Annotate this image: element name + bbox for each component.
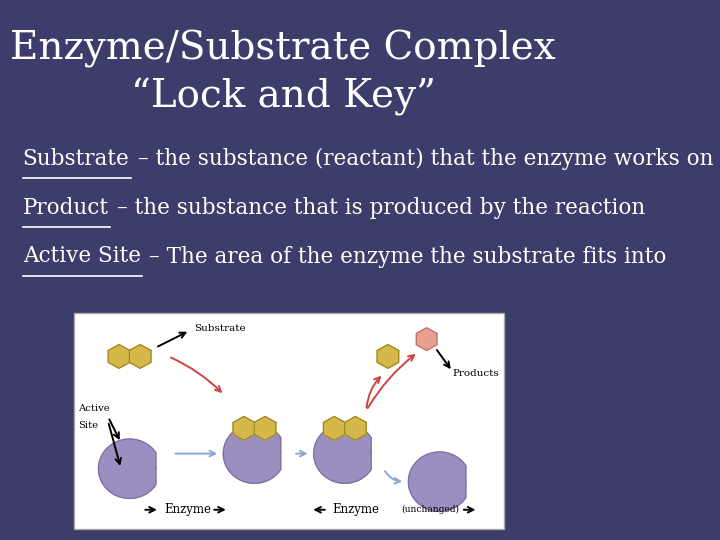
Text: “Lock and Key”: “Lock and Key” xyxy=(131,78,436,116)
Polygon shape xyxy=(345,416,366,440)
Polygon shape xyxy=(223,424,281,483)
Text: – The area of the enzyme the substrate fits into: – The area of the enzyme the substrate f… xyxy=(143,246,667,267)
Polygon shape xyxy=(314,424,371,483)
Text: Product: Product xyxy=(22,197,109,219)
Text: Substrate: Substrate xyxy=(22,148,130,170)
FancyBboxPatch shape xyxy=(73,313,504,529)
Polygon shape xyxy=(130,345,151,368)
Polygon shape xyxy=(377,345,399,368)
Polygon shape xyxy=(408,452,466,511)
Text: Enzyme/Substrate Complex: Enzyme/Substrate Complex xyxy=(10,30,556,68)
Polygon shape xyxy=(99,439,156,498)
Polygon shape xyxy=(323,416,345,440)
Text: – the substance (reactant) that the enzyme works on: – the substance (reactant) that the enzy… xyxy=(131,148,714,170)
Text: Enzyme: Enzyme xyxy=(332,503,379,516)
Polygon shape xyxy=(416,328,437,350)
Text: Products: Products xyxy=(452,369,499,378)
Text: – the substance that is produced by the reaction: – the substance that is produced by the … xyxy=(110,197,645,219)
Polygon shape xyxy=(233,416,255,440)
Text: (unchanged): (unchanged) xyxy=(401,505,459,514)
Text: Active Site: Active Site xyxy=(22,246,140,267)
Text: Active: Active xyxy=(78,404,109,413)
Polygon shape xyxy=(254,416,276,440)
Text: Enzyme: Enzyme xyxy=(164,503,211,516)
Text: Substrate: Substrate xyxy=(194,324,246,333)
Text: Site: Site xyxy=(78,421,98,430)
Polygon shape xyxy=(108,345,130,368)
